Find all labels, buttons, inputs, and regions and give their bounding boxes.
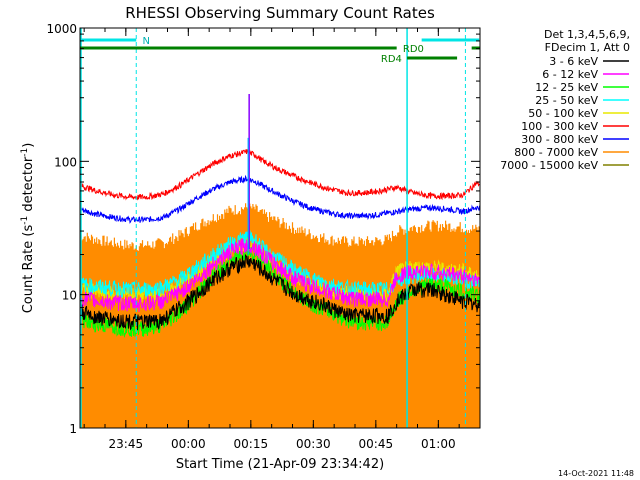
night-label: N <box>143 36 150 47</box>
series-line <box>80 174 480 224</box>
series-7 <box>80 203 480 428</box>
rd4-label: RD4 <box>381 54 402 65</box>
series-line <box>80 203 480 428</box>
y-axis-label: Count Rate (s-1 detector-1) <box>20 143 36 314</box>
legend-entry-label: 100 - 300 keV <box>521 120 598 133</box>
series-1 <box>80 238 480 312</box>
legend-entry-label: 25 - 50 keV <box>535 94 598 107</box>
y-tick-label: 1000 <box>46 22 77 36</box>
legend-entry-label: 300 - 800 keV <box>521 133 598 146</box>
series-5 <box>80 149 480 201</box>
legend-entry-label: 6 - 12 keV <box>542 68 598 81</box>
y-tick-label: 10 <box>62 289 77 303</box>
series-line <box>80 149 480 201</box>
x-tick-label: 00:00 <box>171 437 206 451</box>
series-0 <box>80 254 480 331</box>
legend-entry-label: 800 - 7000 keV <box>514 146 598 159</box>
x-tick-label: 00:30 <box>296 437 331 451</box>
y-tick-label: 1 <box>69 422 77 436</box>
rd0-label: RD0 <box>403 44 424 55</box>
legend-entry-label: 3 - 6 keV <box>549 55 598 68</box>
x-tick-label: 23:45 <box>109 437 144 451</box>
legend-entry-label: 12 - 25 keV <box>535 81 598 94</box>
timestamp: 14-Oct-2021 11:48 <box>558 469 634 478</box>
series-line <box>80 254 480 331</box>
x-tick-label: 00:15 <box>234 437 269 451</box>
legend-entry-label: 7000 - 15000 keV <box>500 159 598 172</box>
series-3 <box>80 230 480 300</box>
x-tick-label: 00:45 <box>359 437 394 451</box>
legend-header: Det 1,3,4,5,6,9, <box>544 28 630 41</box>
series-line <box>80 238 480 312</box>
legend-entry-label: 50 - 100 keV <box>528 107 598 120</box>
series-6 <box>80 174 480 224</box>
y-tick-label: 100 <box>54 155 77 169</box>
series-line <box>80 230 480 300</box>
x-tick-label: 01:00 <box>421 437 456 451</box>
plot-frame <box>79 27 481 429</box>
chart-title: RHESSI Observing Summary Count Rates <box>125 4 435 22</box>
legend-header: FDecim 1, Att 0 <box>545 41 630 54</box>
x-axis-label: Start Time (21-Apr-09 23:34:42) <box>176 457 384 472</box>
